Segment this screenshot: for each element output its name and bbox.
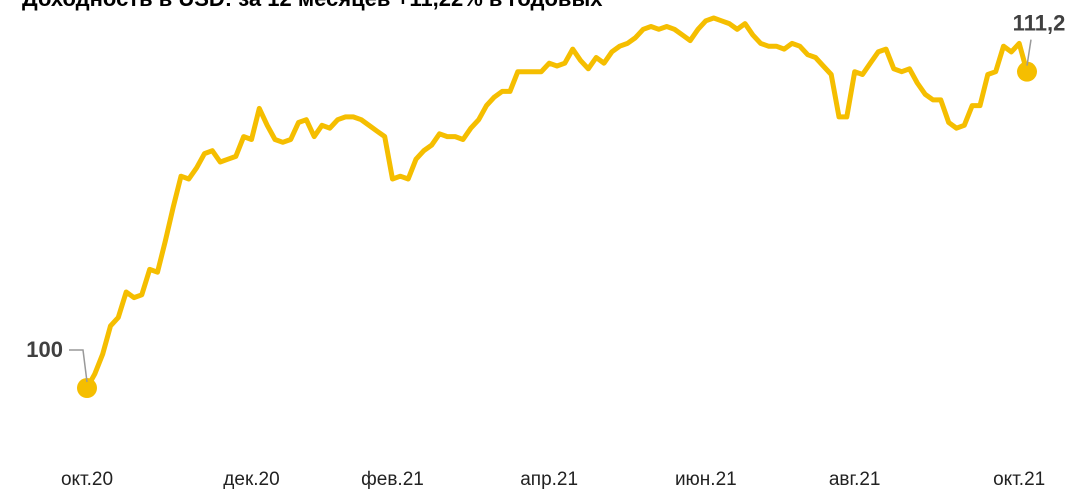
x-tick-label: окт.20 bbox=[61, 469, 113, 490]
value-label: 100 bbox=[26, 337, 63, 362]
end-marker bbox=[1017, 61, 1037, 82]
x-tick-label: дек.20 bbox=[223, 469, 279, 490]
chart-title: Доходность в USD: за 12 месяцев +11,22% … bbox=[22, 0, 603, 11]
value-label: 111,2 bbox=[1013, 10, 1066, 35]
line bbox=[84, 15, 1030, 390]
end-marker bbox=[77, 378, 97, 398]
leader-line bbox=[69, 349, 88, 383]
x-tick-label: фев.21 bbox=[361, 469, 424, 490]
leader-line bbox=[1026, 39, 1032, 66]
x-tick-label: окт.21 bbox=[993, 469, 1045, 490]
x-tick-label: июн.21 bbox=[675, 469, 737, 490]
x-tick-label: апр.21 bbox=[520, 469, 578, 490]
x-tick-label: авг.21 bbox=[829, 469, 881, 490]
